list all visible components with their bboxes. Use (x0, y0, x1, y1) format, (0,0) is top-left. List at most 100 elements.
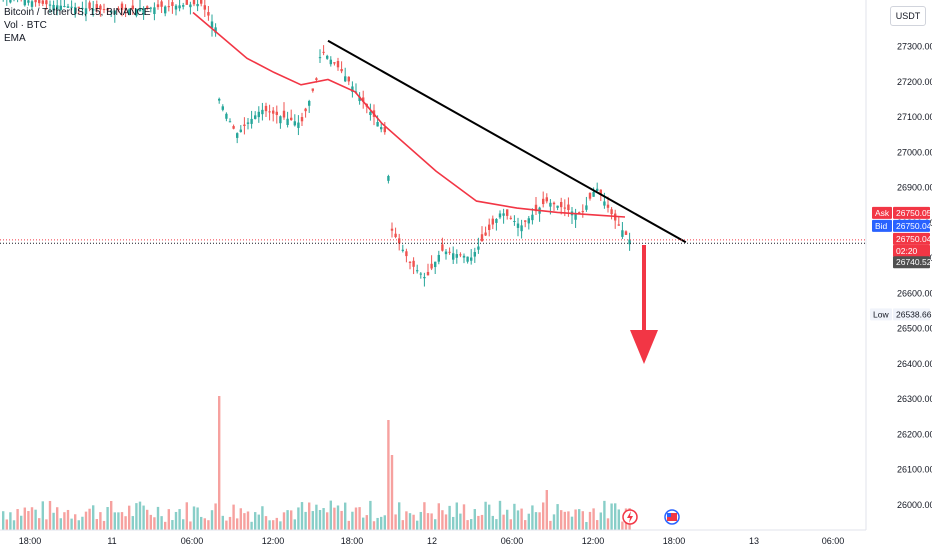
candle-body (549, 202, 552, 207)
candle-body (9, 0, 12, 3)
volume-bar (434, 519, 437, 530)
x-tick-label: 12:00 (262, 536, 285, 546)
volume-bar (102, 520, 106, 530)
candle-body (412, 260, 415, 267)
volume-bar (74, 514, 77, 530)
candle-body (38, 0, 41, 4)
candle-body (405, 251, 408, 257)
candle-body (268, 111, 271, 113)
volume-bar (585, 521, 588, 530)
candle-body (88, 2, 91, 9)
candle-body (401, 249, 404, 251)
volume-bar (387, 420, 390, 530)
volume-bar (110, 500, 113, 530)
y-tick-label: 27200.00 (897, 77, 932, 87)
volume-bar (495, 519, 498, 530)
candle-body (416, 270, 419, 272)
volume-bar (606, 518, 610, 530)
volume-bar (354, 507, 358, 530)
candle-body (358, 96, 361, 102)
candle-body (196, 3, 199, 7)
down-arrow-head (630, 330, 658, 364)
volume-bar (617, 509, 620, 530)
volume-bar (308, 502, 311, 530)
candle-body (585, 205, 588, 210)
candle-body (77, 6, 80, 8)
volume-bar (394, 514, 397, 530)
volume-bar (470, 519, 473, 530)
volume-bar (77, 520, 80, 530)
candle-body (272, 110, 275, 114)
x-tick-label: 12:00 (582, 536, 605, 546)
volume-bar (167, 509, 170, 530)
low-label-bg (870, 308, 892, 321)
volume-bar (250, 521, 253, 530)
volume-bar (92, 505, 95, 530)
legend-volume[interactable]: Vol · BTC (4, 20, 47, 31)
candle-body (502, 213, 505, 216)
candle-body (221, 106, 224, 110)
candle-body (441, 244, 444, 251)
y-tick-label: 26100.00 (897, 465, 932, 475)
y-tick-label: 26500.00 (897, 324, 932, 334)
price-labels: Ask 26750.05 Bid 26750.04 26750.04 02:2026740… (622, 206, 932, 525)
volume-bar (156, 506, 160, 530)
candle-body (423, 276, 426, 279)
candle-body (56, 5, 59, 10)
volume-bar (41, 501, 44, 530)
volume-bar (383, 515, 386, 530)
volume-bar (174, 511, 178, 530)
volume-bar (480, 514, 484, 530)
volume-bar (351, 511, 354, 530)
candle-body (110, 10, 113, 13)
candle-body (426, 271, 430, 276)
candle-body (545, 197, 548, 202)
volume-bar (567, 511, 570, 530)
candle-body (214, 27, 217, 33)
volume-bar (534, 512, 538, 530)
candle-body (477, 246, 480, 250)
volume-bar (599, 512, 602, 530)
trendline (327, 39, 687, 244)
candle-body (473, 252, 476, 257)
legend-symbol[interactable]: Bitcoin / TetherUS, 15, BINANCE (4, 7, 151, 18)
volume-bar (473, 509, 476, 530)
volume-bar (34, 509, 37, 530)
candle-body (228, 121, 232, 123)
candle-body (210, 21, 214, 28)
flag-stripes-icon (667, 513, 677, 521)
candle-body (66, 6, 70, 8)
candle-body (27, 0, 30, 3)
volume-bar (300, 502, 304, 530)
volume-bar (513, 503, 516, 530)
candle-body (207, 12, 210, 16)
candle-body (488, 224, 491, 231)
candle-body (250, 118, 253, 124)
volume-bar (81, 516, 84, 530)
volume-bar (228, 516, 232, 530)
candle-body (149, 7, 152, 9)
last-price: 26750.04 (896, 234, 932, 244)
currency-button[interactable]: USDT (890, 6, 926, 26)
candle-body (70, 6, 73, 8)
candle-body (156, 4, 160, 8)
volume-bar (462, 504, 466, 530)
x-tick-label: 13 (749, 536, 759, 546)
volume-bar (268, 520, 271, 530)
candle-body (304, 108, 307, 112)
volume-bar (347, 520, 350, 530)
volume-bar (527, 513, 530, 530)
legend-ema[interactable]: EMA (4, 33, 26, 44)
volume-bar (362, 517, 365, 530)
candle-body (135, 8, 138, 16)
volume-bar (239, 508, 242, 530)
volume-bar (509, 519, 512, 530)
candle-body (524, 220, 527, 222)
volume-bar (614, 503, 617, 530)
volume-bar (243, 513, 246, 530)
volume-bar (189, 521, 192, 530)
volume-bar (498, 500, 502, 530)
candle-body (124, 7, 127, 10)
